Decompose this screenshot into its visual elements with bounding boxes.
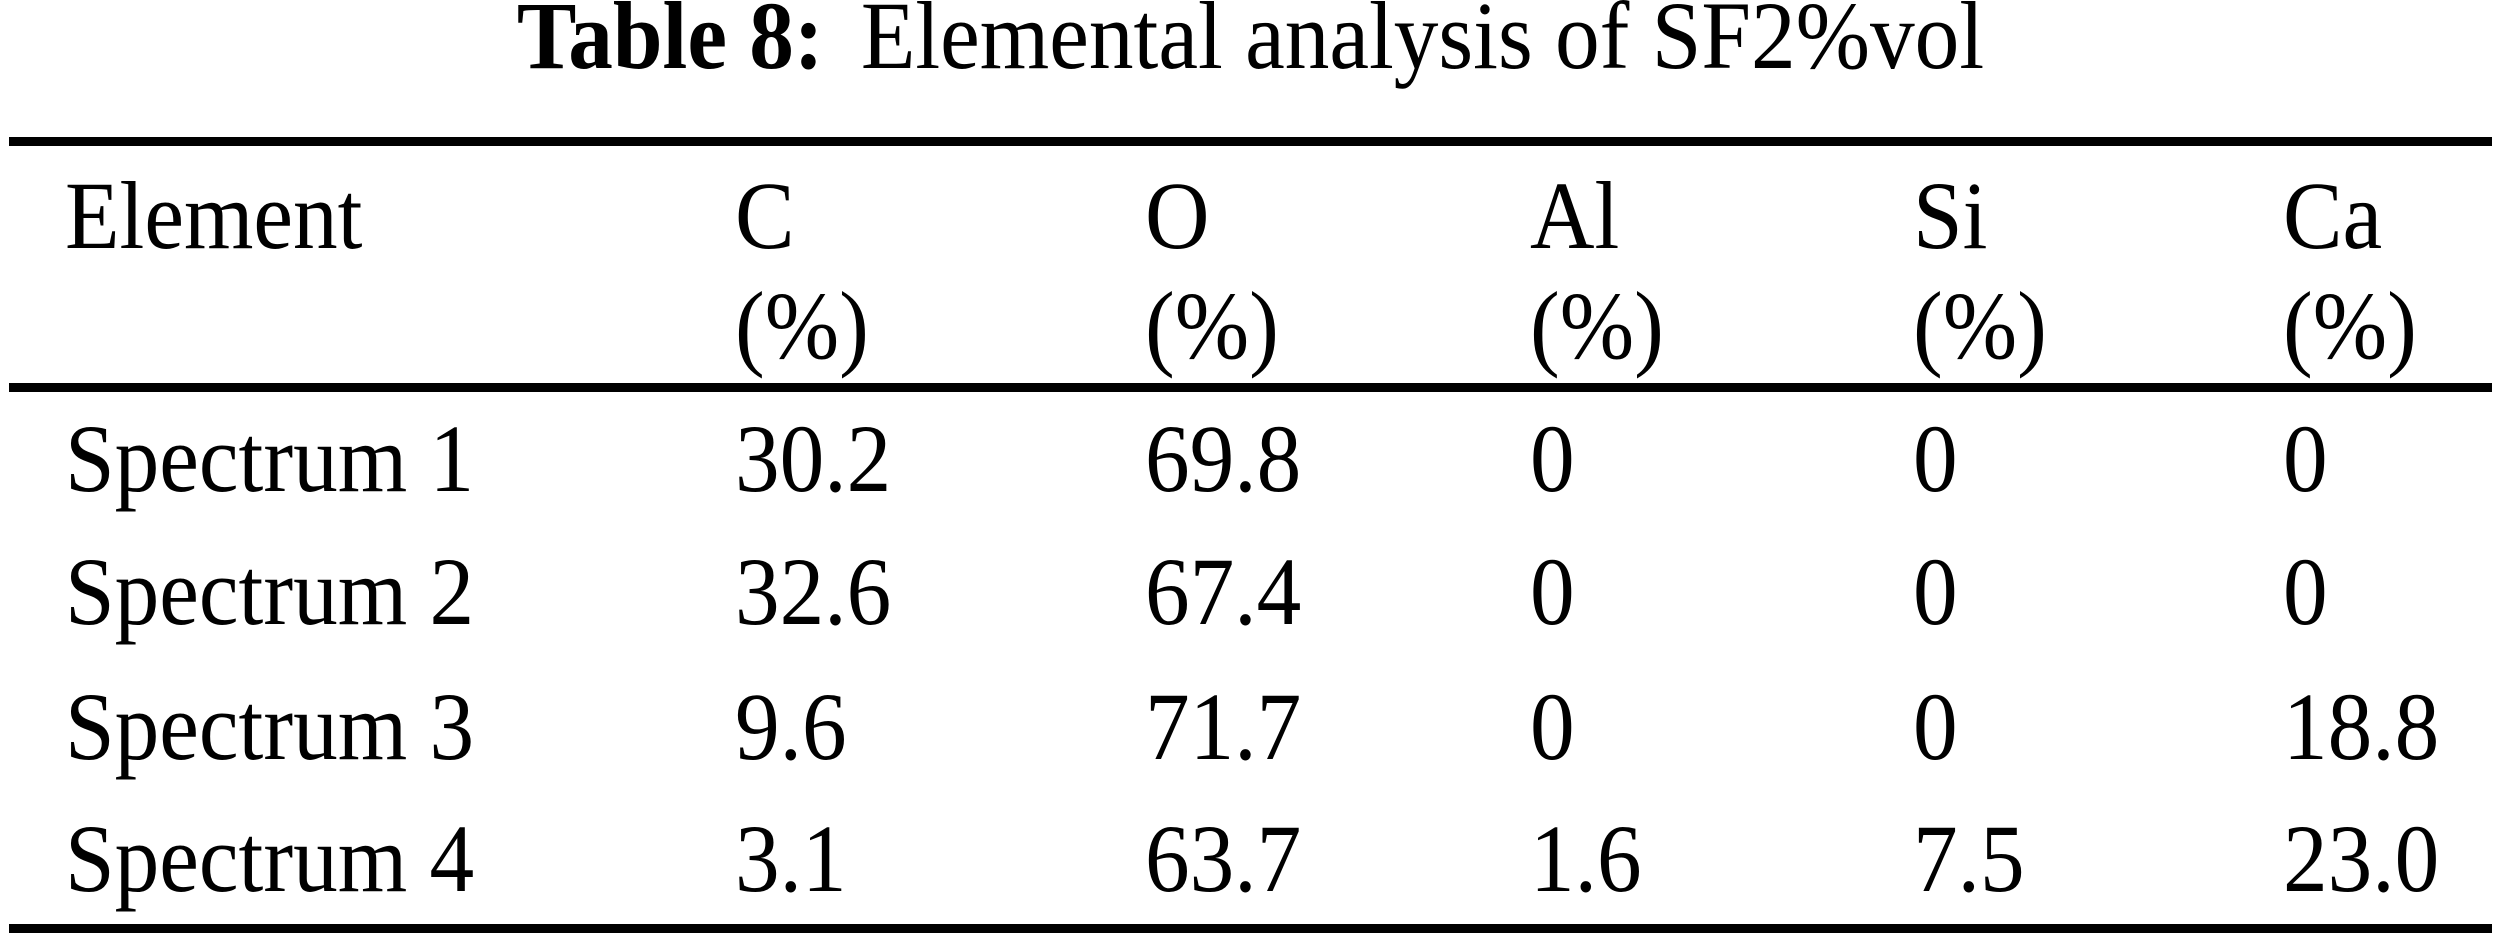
- cell-spectrum4-c: 3.1: [735, 805, 847, 912]
- cell-spectrum1-si: 0: [1913, 405, 1958, 512]
- row-label-spectrum-2: Spectrum 2: [65, 538, 475, 645]
- cell-spectrum4-ca: 23.0: [2283, 805, 2440, 912]
- col-unit-si: (%): [1913, 272, 2047, 379]
- cell-spectrum2-al: 0: [1530, 538, 1575, 645]
- cell-spectrum4-o: 63.7: [1145, 805, 1302, 912]
- cell-spectrum4-si: 7.5: [1913, 805, 2025, 912]
- table-top-rule: [9, 137, 2492, 146]
- cell-spectrum4-al: 1.6: [1530, 805, 1642, 912]
- cell-spectrum1-al: 0: [1530, 405, 1575, 512]
- col-header-c: C: [735, 162, 795, 269]
- table-bottom-rule: [9, 924, 2492, 933]
- cell-spectrum2-si: 0: [1913, 538, 1958, 645]
- cell-spectrum2-c: 32.6: [735, 538, 892, 645]
- row-label-spectrum-3: Spectrum 3: [65, 673, 475, 780]
- col-header-o: O: [1145, 162, 1210, 269]
- cell-spectrum1-c: 30.2: [735, 405, 892, 512]
- caption-label: Table 8:: [516, 0, 824, 89]
- col-unit-ca: (%): [2283, 272, 2417, 379]
- col-header-element: Element: [65, 162, 363, 269]
- table-header-rule: [9, 383, 2492, 392]
- cell-spectrum1-o: 69.8: [1145, 405, 1302, 512]
- col-unit-c: (%): [735, 272, 869, 379]
- cell-spectrum3-ca: 18.8: [2283, 673, 2440, 780]
- cell-spectrum3-c: 9.6: [735, 673, 847, 780]
- caption-text: Elemental analysis of SF2%vol: [860, 0, 1985, 89]
- cell-spectrum2-ca: 0: [2283, 538, 2328, 645]
- row-label-spectrum-4: Spectrum 4: [65, 805, 475, 912]
- col-unit-o: (%): [1145, 272, 1279, 379]
- cell-spectrum2-o: 67.4: [1145, 538, 1302, 645]
- cell-spectrum3-al: 0: [1530, 673, 1575, 780]
- col-header-al: Al: [1530, 162, 1620, 269]
- cell-spectrum3-si: 0: [1913, 673, 1958, 780]
- cell-spectrum3-o: 71.7: [1145, 673, 1302, 780]
- col-header-ca: Ca: [2283, 162, 2383, 269]
- row-label-spectrum-1: Spectrum 1: [65, 405, 475, 512]
- cell-spectrum1-ca: 0: [2283, 405, 2328, 512]
- col-unit-al: (%): [1530, 272, 1664, 379]
- col-header-si: Si: [1913, 162, 1988, 269]
- table-caption: Table 8: Elemental analysis of SF2%vol: [88, 0, 2414, 84]
